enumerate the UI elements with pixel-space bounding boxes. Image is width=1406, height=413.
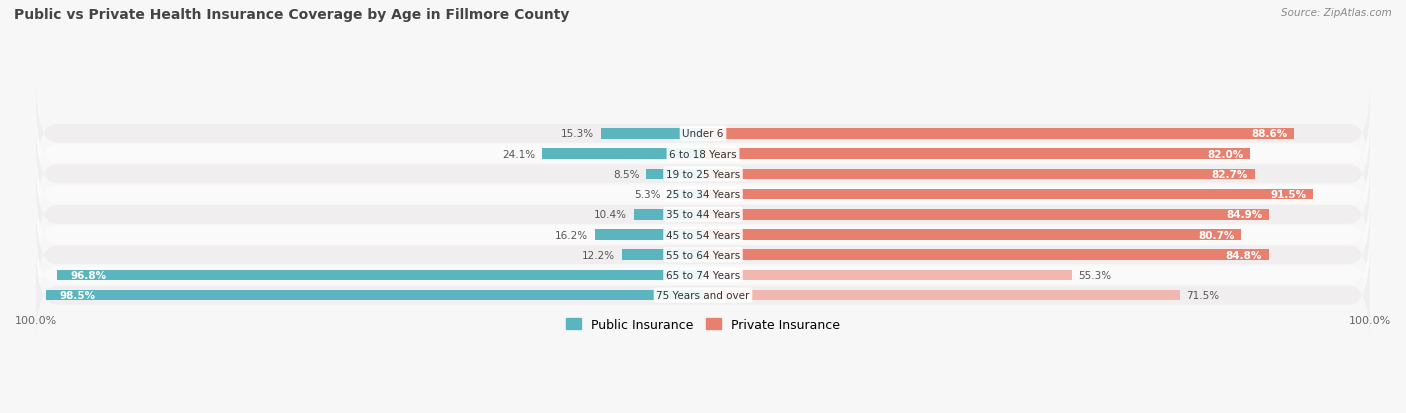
Text: 55.3%: 55.3% <box>1078 271 1112 280</box>
Text: 6 to 18 Years: 6 to 18 Years <box>669 149 737 159</box>
Text: 82.7%: 82.7% <box>1212 169 1249 179</box>
Bar <box>703 250 1268 260</box>
Bar <box>600 129 703 139</box>
Text: 80.7%: 80.7% <box>1198 230 1234 240</box>
Text: 55 to 64 Years: 55 to 64 Years <box>666 250 740 260</box>
Bar <box>703 149 1250 159</box>
FancyBboxPatch shape <box>37 164 1369 266</box>
FancyBboxPatch shape <box>37 224 1369 327</box>
Bar <box>595 230 703 240</box>
Text: 96.8%: 96.8% <box>70 271 107 280</box>
Bar <box>621 250 703 260</box>
Bar <box>703 290 1180 301</box>
FancyBboxPatch shape <box>37 83 1369 185</box>
Bar <box>46 290 703 301</box>
Text: 45 to 54 Years: 45 to 54 Years <box>666 230 740 240</box>
Text: 25 to 34 Years: 25 to 34 Years <box>666 190 740 199</box>
Bar <box>703 270 1071 280</box>
Bar <box>703 129 1294 139</box>
Legend: Public Insurance, Private Insurance: Public Insurance, Private Insurance <box>561 313 845 336</box>
Text: 91.5%: 91.5% <box>1271 190 1306 199</box>
Text: 15.3%: 15.3% <box>561 129 595 139</box>
Text: 82.0%: 82.0% <box>1206 149 1243 159</box>
Text: 75 Years and over: 75 Years and over <box>657 290 749 301</box>
Text: 8.5%: 8.5% <box>613 169 640 179</box>
Bar <box>634 209 703 220</box>
Text: 84.9%: 84.9% <box>1226 210 1263 220</box>
Text: Under 6: Under 6 <box>682 129 724 139</box>
FancyBboxPatch shape <box>37 143 1369 246</box>
Text: 98.5%: 98.5% <box>59 290 96 301</box>
Bar <box>703 230 1241 240</box>
Bar <box>543 149 703 159</box>
FancyBboxPatch shape <box>37 103 1369 206</box>
Text: 10.4%: 10.4% <box>593 210 627 220</box>
Text: 88.6%: 88.6% <box>1251 129 1286 139</box>
FancyBboxPatch shape <box>37 204 1369 306</box>
Bar <box>647 169 703 180</box>
Text: 84.8%: 84.8% <box>1226 250 1261 260</box>
Bar <box>703 169 1254 180</box>
Text: 5.3%: 5.3% <box>634 190 661 199</box>
Bar <box>668 189 703 200</box>
Text: Source: ZipAtlas.com: Source: ZipAtlas.com <box>1281 8 1392 18</box>
Bar <box>58 270 703 280</box>
Text: 16.2%: 16.2% <box>555 230 588 240</box>
Text: 65 to 74 Years: 65 to 74 Years <box>666 271 740 280</box>
Text: 35 to 44 Years: 35 to 44 Years <box>666 210 740 220</box>
FancyBboxPatch shape <box>37 123 1369 225</box>
FancyBboxPatch shape <box>37 244 1369 347</box>
Bar <box>703 189 1313 200</box>
Text: 24.1%: 24.1% <box>502 149 536 159</box>
Text: 19 to 25 Years: 19 to 25 Years <box>666 169 740 179</box>
Text: 12.2%: 12.2% <box>582 250 614 260</box>
FancyBboxPatch shape <box>37 184 1369 286</box>
Text: Public vs Private Health Insurance Coverage by Age in Fillmore County: Public vs Private Health Insurance Cover… <box>14 8 569 22</box>
Bar <box>703 209 1270 220</box>
Text: 71.5%: 71.5% <box>1187 290 1219 301</box>
